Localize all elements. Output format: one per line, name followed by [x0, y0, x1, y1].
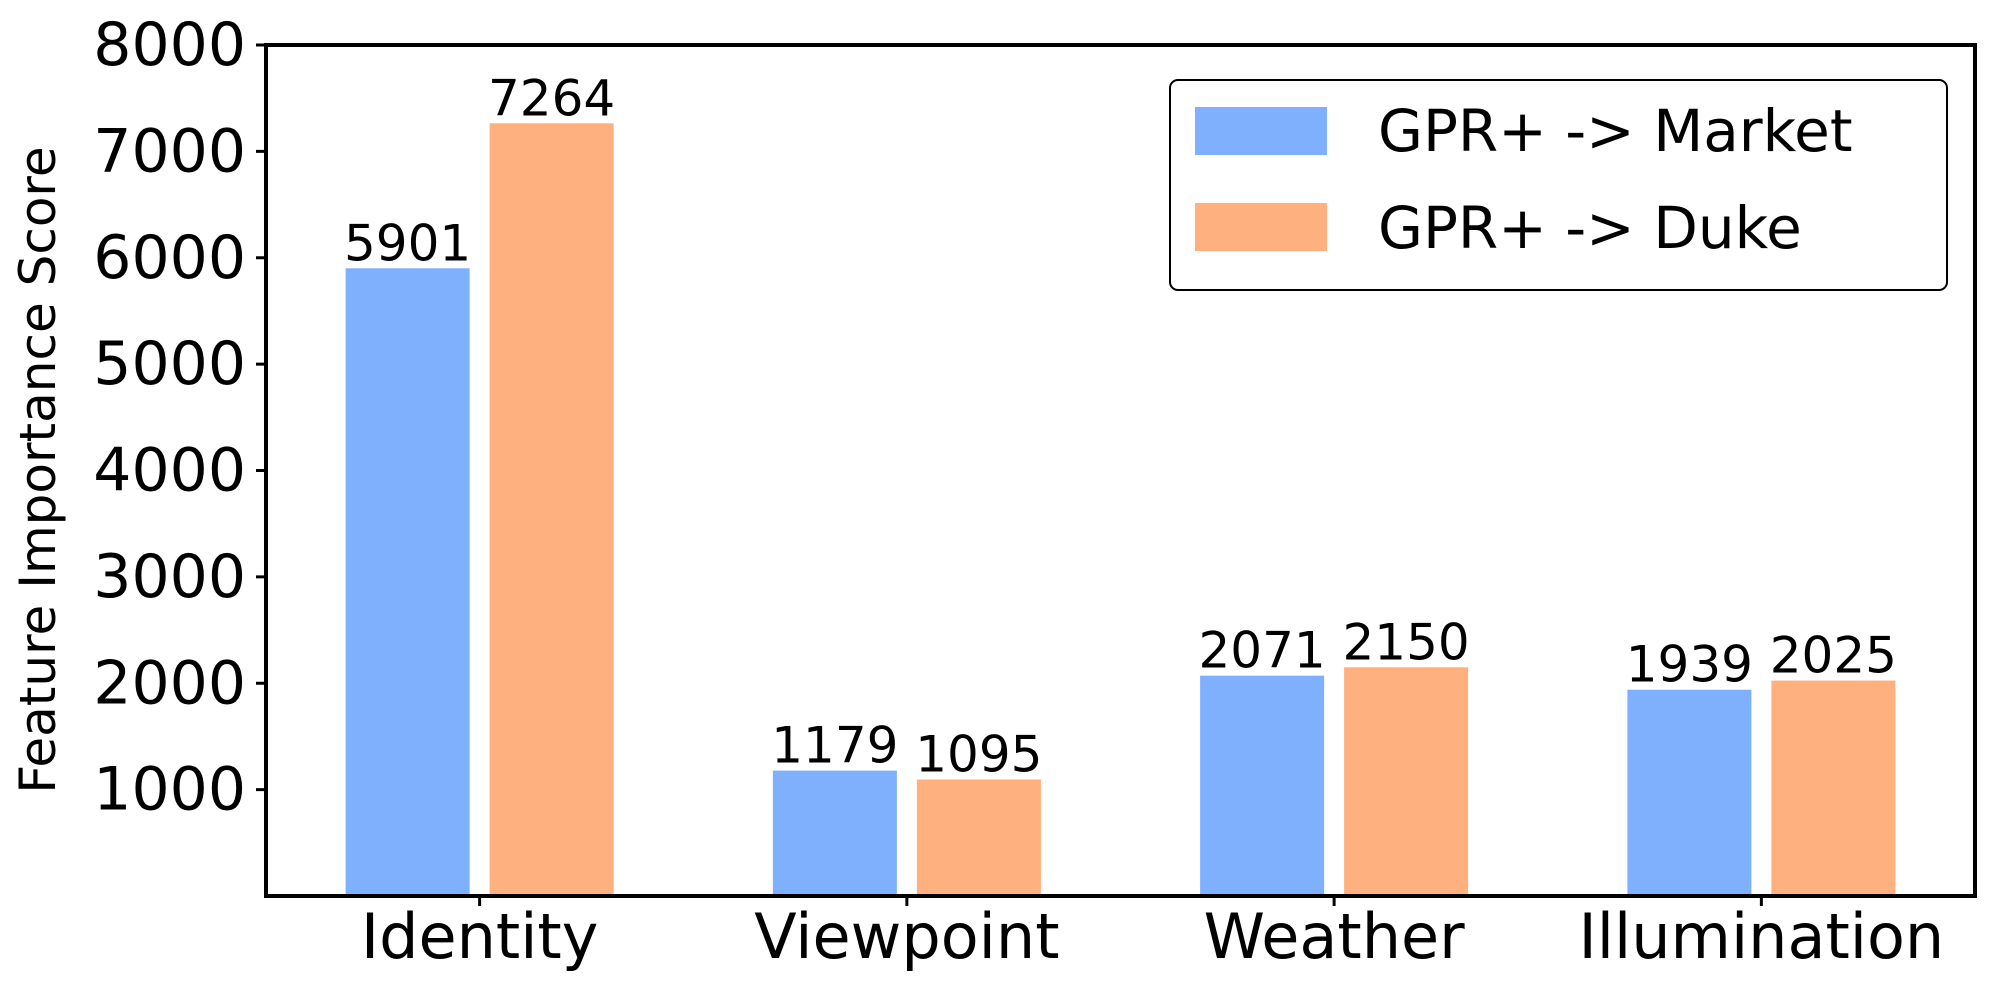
bar-market-viewpoint: [772, 770, 897, 896]
data-label-market-viewpoint: 1179: [771, 717, 898, 775]
y-tick-label: 5000: [93, 329, 246, 399]
legend-label-duke: GPR+ -> Duke: [1378, 194, 1802, 262]
x-axis: Identity Viewpoint Weather Illumination: [361, 896, 1944, 973]
y-tick-label: 1000: [93, 755, 246, 825]
bar-market-identity: [345, 268, 470, 896]
bars-layer: [345, 123, 1896, 897]
bar-duke-viewpoint: [916, 779, 1041, 896]
x-tick-label-weather: Weather: [1204, 900, 1466, 973]
legend-box: [1169, 79, 1948, 291]
legend-swatch-market: [1195, 107, 1327, 155]
y-axis-label: Feature Importance Score: [9, 146, 67, 793]
bar-market-illumination: [1627, 689, 1752, 896]
y-axis: 1000 2000 3000 4000 5000 6000 7000 8000: [93, 10, 266, 825]
data-label-market-weather: 2071: [1199, 622, 1326, 680]
bar-duke-identity: [489, 123, 614, 897]
data-label-market-identity: 5901: [344, 214, 471, 272]
y-tick-label: 7000: [93, 116, 246, 186]
legend-swatch-duke: [1195, 203, 1327, 251]
x-tick-label-viewpoint: Viewpoint: [754, 900, 1059, 973]
y-tick-label: 3000: [93, 542, 246, 612]
bar-market-weather: [1200, 675, 1325, 896]
legend-label-market: GPR+ -> Market: [1378, 97, 1853, 165]
bar-duke-illumination: [1771, 680, 1896, 896]
legend: GPR+ -> Market GPR+ -> Duke: [1169, 79, 1948, 291]
x-tick-label-identity: Identity: [361, 900, 599, 973]
data-label-duke-identity: 7264: [488, 69, 615, 127]
x-tick-label-illumination: Illumination: [1579, 900, 1945, 973]
bar-duke-weather: [1344, 667, 1469, 896]
data-label-duke-weather: 2150: [1343, 613, 1470, 671]
y-tick-label: 8000: [93, 10, 246, 80]
data-labels-layer: 5901 1179 2071 1939 7264 1095 2150 2025: [344, 69, 1897, 783]
y-tick-label: 2000: [93, 648, 246, 718]
data-label-duke-viewpoint: 1095: [915, 726, 1042, 784]
data-label-duke-illumination: 2025: [1770, 627, 1897, 685]
y-tick-label: 4000: [93, 436, 246, 506]
data-label-market-illumination: 1939: [1626, 636, 1753, 694]
y-tick-label: 6000: [93, 223, 246, 293]
